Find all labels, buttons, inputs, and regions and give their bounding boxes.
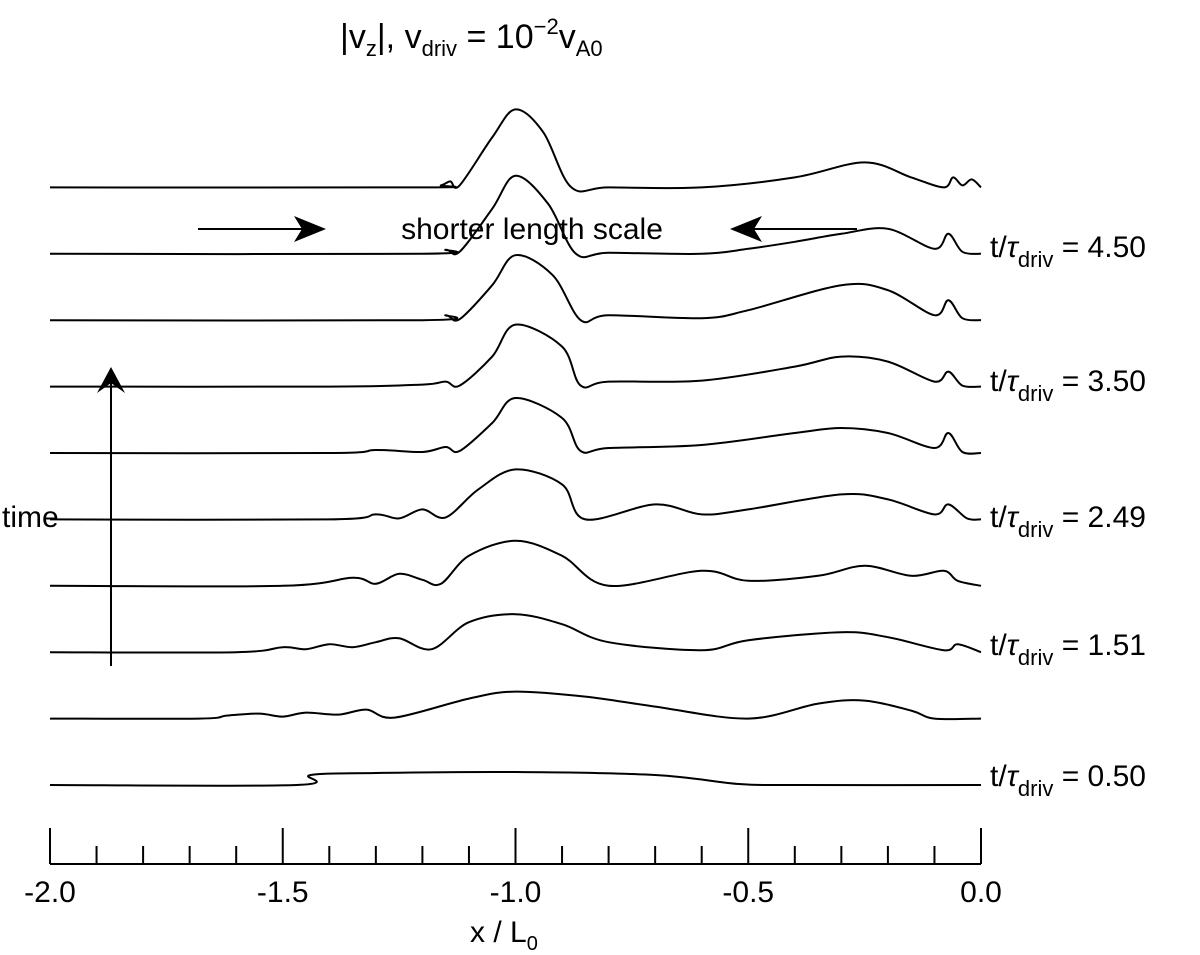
- series-layer: [49, 108, 982, 787]
- time-label-2: t/τdriv = 3.50: [990, 365, 1146, 406]
- profile-curve-3: [49, 613, 982, 654]
- x-tick-label: 0.0: [960, 876, 1002, 909]
- profile-curve-6: [49, 396, 982, 455]
- chart-title: |vz|, vdriv = 10−2vA0: [340, 14, 603, 61]
- time-label-3: t/τdriv = 2.49: [990, 501, 1146, 542]
- time-label-5: t/τdriv = 0.50: [990, 760, 1146, 801]
- x-tick-label: -1.5: [257, 876, 309, 909]
- profile-curve-1: [49, 770, 982, 787]
- time-label-4: t/τdriv = 1.51: [990, 629, 1146, 670]
- up-arrowhead-icon: [97, 367, 125, 393]
- profile-curve-7: [49, 323, 982, 389]
- x-tick-label: -2.0: [24, 876, 76, 909]
- profile-curve-8: [49, 254, 982, 324]
- profile-curve-2: [49, 690, 982, 721]
- right-pointing-arrowhead-icon: [294, 216, 326, 242]
- x-axis: -2.0 -1.5 -1.0 -0.5 0.0: [24, 828, 1002, 909]
- profile-curve-10: [49, 108, 982, 193]
- profile-curve-4: [49, 539, 982, 588]
- time-labels: t/τdriv = 4.50 t/τdriv = 3.50 t/τdriv = 2.…: [990, 231, 1146, 801]
- left-pointing-arrowhead-icon: [730, 216, 762, 242]
- x-axis-title: x / L0: [470, 916, 538, 955]
- x-tick-label: -0.5: [722, 876, 774, 909]
- length-scale-annotation: shorter length scale: [198, 213, 857, 246]
- x-tick-label: -1.0: [490, 876, 542, 909]
- annotation-label: shorter length scale: [401, 213, 663, 246]
- profile-curve-5: [49, 468, 982, 521]
- time-axis-label: time: [2, 501, 59, 534]
- profile-curve-9: [49, 174, 982, 259]
- time-axis: time: [2, 367, 125, 666]
- time-label-1: t/τdriv = 4.50: [990, 231, 1146, 272]
